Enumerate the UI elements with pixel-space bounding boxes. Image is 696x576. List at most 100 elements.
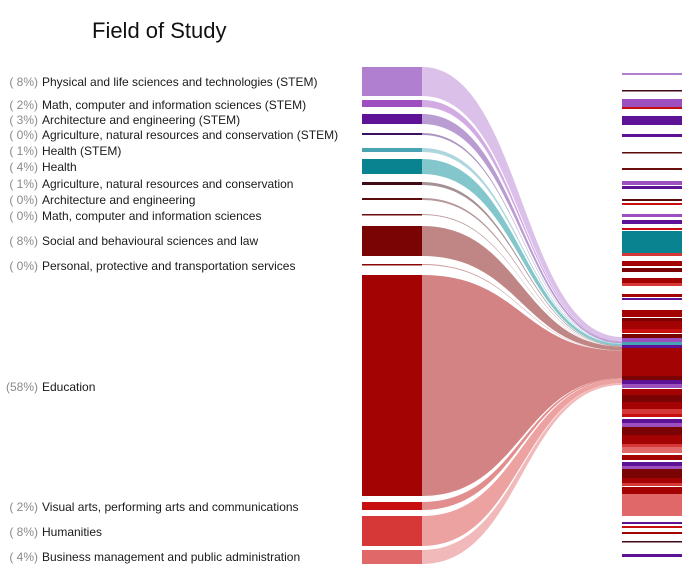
category-node bbox=[362, 148, 422, 152]
right-stack-segment bbox=[622, 253, 682, 256]
right-stack-segment bbox=[622, 526, 682, 528]
category-name: Architecture and engineering (STEM) bbox=[42, 113, 241, 127]
category-percent: ( 4%) bbox=[9, 160, 38, 174]
right-stack-segment bbox=[622, 532, 682, 534]
category-name: Agriculture, natural resources and conse… bbox=[42, 177, 294, 191]
right-stack-segment bbox=[622, 522, 682, 524]
right-stack-segment bbox=[622, 181, 682, 185]
category-label-row: ( 2%) Math, computer and information scie… bbox=[0, 97, 306, 113]
category-node bbox=[362, 226, 422, 256]
category-name: Health bbox=[42, 160, 77, 174]
category-percent: (58%) bbox=[5, 380, 38, 394]
category-node bbox=[362, 502, 422, 510]
right-stack-segment bbox=[622, 203, 682, 205]
right-stack-segment bbox=[622, 152, 682, 154]
flow-band bbox=[422, 226, 622, 351]
flow-band bbox=[422, 214, 622, 347]
category-node bbox=[362, 516, 422, 546]
category-node bbox=[362, 214, 422, 216]
right-stack-segment bbox=[622, 478, 682, 483]
category-name: Math, computer and information sciences … bbox=[42, 98, 307, 112]
category-node bbox=[362, 159, 422, 174]
right-stack-segment bbox=[622, 384, 682, 388]
category-node bbox=[362, 114, 422, 124]
right-stack-segment bbox=[622, 345, 682, 348]
right-stack-segment bbox=[622, 462, 682, 466]
category-node bbox=[362, 275, 422, 496]
flow-band bbox=[422, 114, 622, 344]
category-name: Math, computer and information sciences bbox=[42, 209, 262, 223]
right-stack-segment bbox=[622, 278, 682, 283]
right-stack-segment bbox=[622, 220, 682, 224]
category-name: Architecture and engineering bbox=[42, 193, 196, 207]
category-label-row: ( 2%) Visual arts, performing arts and co… bbox=[0, 499, 299, 515]
flow-band bbox=[422, 378, 622, 510]
right-stack-segment bbox=[622, 231, 682, 253]
category-percent: ( 0%) bbox=[9, 193, 38, 207]
category-label-row: ( 1%) Agriculture, natural resources and … bbox=[0, 176, 293, 192]
right-stack-segment bbox=[622, 214, 682, 217]
right-stack-segment bbox=[622, 414, 682, 417]
right-stack-segment bbox=[622, 134, 682, 137]
right-stack-segment bbox=[622, 455, 682, 460]
category-percent: ( 8%) bbox=[9, 525, 38, 539]
category-name: Humanities bbox=[42, 525, 103, 539]
category-name: Personal, protective and transportation … bbox=[42, 259, 296, 273]
category-label-row: ( 1%) Health (STEM) bbox=[0, 143, 121, 159]
flow-band bbox=[422, 198, 622, 347]
right-stack-segment bbox=[622, 90, 682, 92]
right-stack-segment bbox=[622, 380, 682, 384]
flow-band bbox=[422, 133, 622, 344]
right-stack-segment bbox=[622, 435, 682, 444]
category-percent: ( 0%) bbox=[9, 209, 38, 223]
right-stack-segment bbox=[622, 447, 682, 453]
category-node bbox=[362, 264, 422, 266]
category-percent: ( 4%) bbox=[9, 550, 38, 564]
category-percent: ( 1%) bbox=[9, 177, 38, 191]
right-stack-segment bbox=[622, 268, 682, 272]
category-name: Health (STEM) bbox=[42, 144, 122, 158]
category-node bbox=[362, 198, 422, 200]
category-name: Social and behavioural sciences and law bbox=[42, 234, 259, 248]
right-stack-segment bbox=[622, 541, 682, 543]
right-stack-segment bbox=[622, 466, 682, 469]
category-label-row: ( 0%) Math, computer and information scie… bbox=[0, 208, 261, 224]
right-stack-segment bbox=[622, 444, 682, 447]
right-stack-segment bbox=[622, 348, 682, 376]
right-stack-segment bbox=[622, 321, 682, 329]
right-stack-segment bbox=[622, 395, 682, 402]
right-stack-segment bbox=[622, 310, 682, 317]
category-name: Visual arts, performing arts and communi… bbox=[42, 500, 299, 514]
flow-band bbox=[422, 67, 622, 341]
flow-band bbox=[422, 383, 622, 564]
right-stack-segment bbox=[622, 376, 682, 380]
flow-group bbox=[422, 67, 622, 564]
category-percent: ( 0%) bbox=[9, 128, 38, 142]
category-label-row: ( 0%) Agriculture, natural resources and … bbox=[0, 127, 338, 143]
right-stack-segment bbox=[622, 261, 682, 266]
right-stack-segment bbox=[622, 342, 682, 345]
right-stack-segment bbox=[622, 199, 682, 201]
right-stack-segment bbox=[622, 338, 682, 342]
right-stack-segment bbox=[622, 298, 682, 300]
category-name: Physical and life sciences and technolog… bbox=[42, 75, 318, 89]
flow-band bbox=[422, 159, 622, 346]
category-name: Agriculture, natural resources and conse… bbox=[42, 128, 339, 142]
category-node bbox=[362, 133, 422, 135]
chart-title: Field of Study bbox=[92, 18, 227, 43]
category-name: Business management and public administr… bbox=[42, 550, 301, 564]
right-stack-segment bbox=[622, 423, 682, 427]
flow-band bbox=[422, 182, 622, 347]
right-stack-segment bbox=[622, 73, 682, 75]
right-stack-segment bbox=[622, 389, 682, 395]
category-percent: ( 2%) bbox=[9, 98, 38, 112]
category-percent: ( 1%) bbox=[9, 144, 38, 158]
category-percent: ( 0%) bbox=[9, 259, 38, 273]
category-percent: ( 8%) bbox=[9, 234, 38, 248]
right-stack-segment bbox=[622, 487, 682, 494]
right-stack-segment bbox=[622, 334, 682, 338]
category-label-row: ( 0%) Architecture and engineering bbox=[0, 192, 195, 208]
node-group bbox=[362, 67, 422, 564]
category-name: Education bbox=[42, 380, 96, 394]
category-label-row: ( 4%) Health bbox=[0, 159, 77, 175]
